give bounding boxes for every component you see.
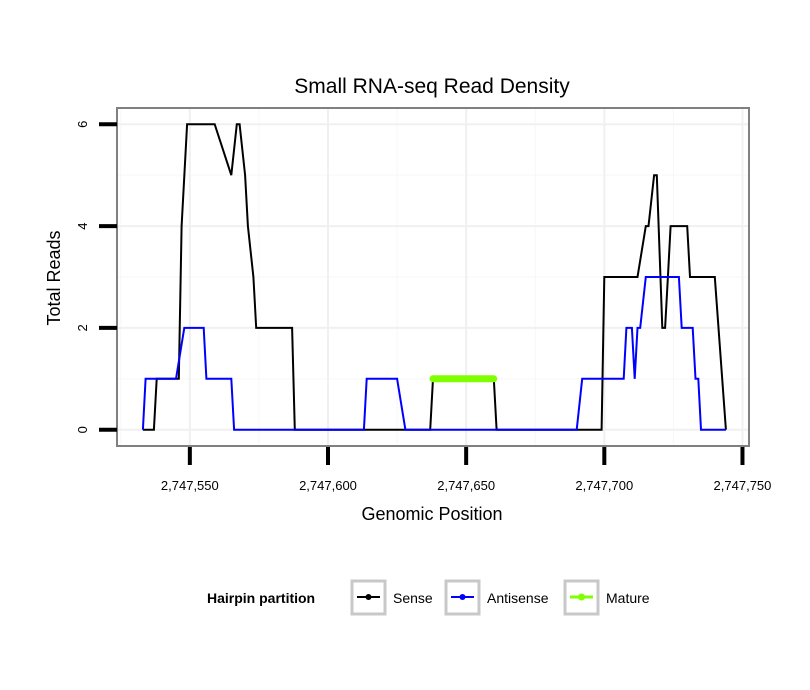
legend-item-mature: Mature (563, 579, 650, 616)
y-tick-label: 4 (75, 222, 90, 229)
y-tick-label: 6 (75, 121, 90, 128)
legend-label-antisense: Antisense (487, 590, 549, 606)
x-tick-label: 2,747,700 (575, 478, 633, 493)
x-tick-label: 2,747,550 (161, 478, 219, 493)
x-axis: 2,747,550 2,747,600 2,747,650 2,747,700 2,74… (161, 447, 771, 493)
x-tick-label: 2,747,750 (714, 478, 772, 493)
legend-key-point-mature (578, 593, 585, 601)
legend-key-point-sense (365, 594, 372, 600)
legend: Hairpin partition Sense Antisense Mature (207, 579, 650, 616)
legend-label-sense: Sense (393, 590, 433, 606)
legend-key-point-antisense (459, 594, 466, 600)
plot-panel-border (116, 107, 750, 447)
y-axis-title: Total Reads (44, 230, 64, 325)
legend-item-antisense: Antisense (444, 579, 549, 616)
chart-title: Small RNA-seq Read Density (294, 75, 570, 98)
x-tick-label: 2,747,600 (299, 478, 357, 493)
x-tick-label: 2,747,650 (437, 478, 495, 493)
legend-item-sense: Sense (350, 579, 433, 616)
x-axis-title: Genomic Position (361, 504, 502, 524)
series-layer (141, 123, 727, 431)
legend-title: Hairpin partition (207, 590, 315, 606)
series-line-antisense (141, 276, 726, 431)
y-tick-label: 0 (75, 426, 90, 433)
legend-label-mature: Mature (606, 590, 650, 606)
y-tick-label: 2 (75, 324, 90, 331)
y-axis: 0 2 4 6 (75, 121, 117, 433)
